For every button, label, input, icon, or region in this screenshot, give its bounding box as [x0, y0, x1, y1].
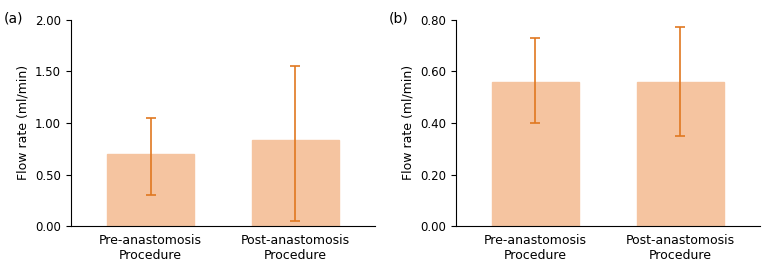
Text: (b): (b) [389, 11, 409, 25]
Text: (a): (a) [4, 11, 23, 25]
Bar [252, 140, 339, 226]
Y-axis label: Flow rate (ml/min): Flow rate (ml/min) [402, 65, 414, 180]
Y-axis label: Flow rate (ml/min): Flow rate (ml/min) [17, 65, 29, 180]
Bar [637, 82, 724, 226]
Bar [107, 154, 194, 226]
Bar [492, 82, 579, 226]
